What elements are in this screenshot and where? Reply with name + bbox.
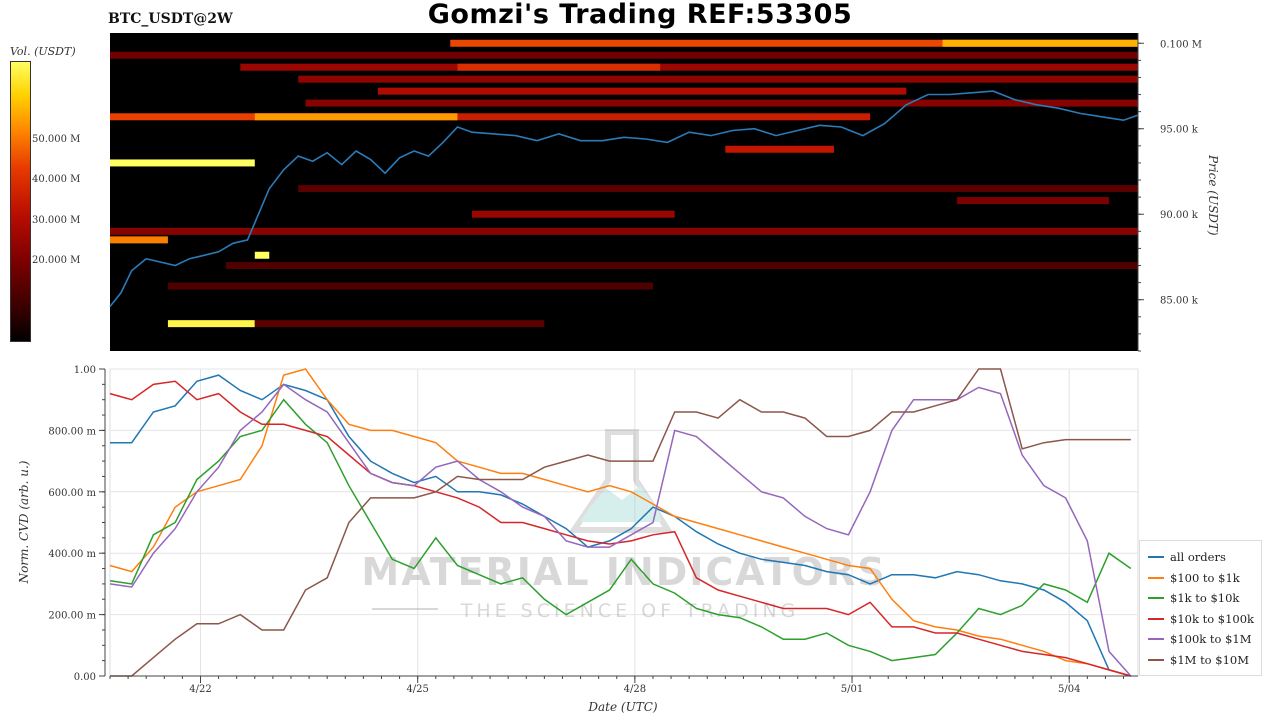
heatmap-band — [305, 99, 1138, 107]
heatmap-band — [450, 39, 1138, 47]
legend-item: $100 to $1k — [1148, 568, 1240, 588]
legend-label: $100k to $1M — [1170, 632, 1252, 646]
heatmap-band — [471, 210, 675, 218]
flask-icon — [568, 429, 674, 533]
legend-label: all orders — [1170, 550, 1226, 564]
legend-item: $100k to $1M — [1148, 629, 1252, 649]
cvd-series-line — [110, 374, 1132, 677]
cvd-y-tick-label: 600.00 m — [48, 488, 96, 499]
cvd-x-tick-label: 5/01 — [841, 684, 863, 695]
legend-swatch — [1148, 576, 1164, 579]
heatmap-band — [457, 113, 871, 121]
heatmap-band — [254, 251, 270, 259]
legend-swatch — [1148, 617, 1164, 620]
heatmap-band — [167, 320, 255, 328]
cvd-x-tick-label: 5/04 — [1058, 684, 1080, 695]
heatmap-band — [110, 51, 1138, 59]
cvd-y-axis-title: Norm. CVD (arb. u.) — [17, 460, 31, 584]
heatmap-band — [377, 87, 907, 95]
cvd-x-tick-label: 4/22 — [189, 684, 211, 695]
heatmap-band — [298, 185, 1138, 193]
legend-label: $10k to $100k — [1170, 611, 1255, 626]
cvd-y-tick-label: 800.00 m — [48, 426, 96, 437]
heatmap-band — [240, 63, 1138, 71]
colorbar-tick-label: 40.000 M — [32, 174, 81, 186]
legend-swatch — [1148, 658, 1164, 661]
price-axis-title: Price (USDT) — [1206, 154, 1220, 236]
legend-swatch — [1148, 556, 1164, 558]
heatmap-bands — [110, 39, 1138, 328]
cvd-plot-area — [109, 368, 1139, 677]
cvd-series-line — [109, 383, 1132, 677]
legend-item: all orders — [1148, 547, 1226, 567]
cvd-y-axis: 0.00 200.00 m 400.00 m 600.00 m 800.00 m 1.00 — [48, 365, 106, 683]
cvd-y-tick-label: 0.00 — [74, 672, 96, 683]
cvd-y-tick-label: 400.00 m — [48, 549, 96, 560]
cvd-legend: all orders $100 to $1k $1k to $10k $10k to … — [1139, 540, 1262, 676]
heatmap-band — [110, 227, 1138, 235]
cvd-grid — [110, 368, 1138, 677]
heatmap-band — [254, 320, 545, 328]
cvd-x-axis: 4/22 4/25 4/28 5/01 5/04 — [109, 675, 1138, 695]
heatmap-band — [457, 63, 661, 71]
colorbar-tick-label: 20.000 M — [32, 254, 81, 266]
watermark-brand: MATERIAL INDICATORS — [361, 550, 886, 594]
price-line-layer — [109, 90, 1139, 308]
heatmap-band — [725, 145, 834, 153]
heatmap-band — [167, 282, 653, 290]
cvd-series-line — [109, 398, 1132, 662]
heatmap-band — [225, 262, 1138, 270]
heatmap-band — [942, 39, 1138, 47]
heatmap-band — [110, 159, 255, 167]
symbol-label: BTC_USDT@2W — [108, 11, 233, 27]
colorbar-title: Vol. (USDT) — [10, 45, 76, 58]
colorbar — [10, 61, 31, 342]
legend-item: $1M to $10M — [1148, 650, 1249, 670]
heatmap-band — [298, 75, 1138, 83]
heatmap-chart: 85.00 k 90.00 k 95.00 k 0.100 M Price (USDT… — [109, 33, 1220, 352]
legend-label: $1k to $10k — [1170, 591, 1240, 605]
legend-label: $1M to $10M — [1170, 652, 1249, 667]
chart-title: Gomzi's Trading REF:53305 — [427, 0, 853, 30]
cvd-y-tick-label: 200.00 m — [48, 611, 96, 622]
legend-swatch — [1148, 597, 1164, 599]
watermark: MATERIAL INDICATORS THE SCIENCE OF TRADI… — [361, 429, 886, 622]
heatmap-band — [110, 236, 168, 244]
cvd-series-line — [109, 368, 1132, 677]
price-tick-label: 90.00 k — [1160, 210, 1199, 221]
cvd-x-axis-title: Date (UTC) — [587, 700, 657, 714]
price-tick-label: 85.00 k — [1160, 296, 1199, 307]
legend-swatch — [1148, 638, 1164, 640]
watermark-tagline: THE SCIENCE OF TRADING — [460, 600, 800, 622]
legend-item: $10k to $100k — [1148, 609, 1254, 629]
cvd-lines — [109, 368, 1132, 677]
heatmap-band — [254, 113, 458, 121]
cvd-x-tick-label: 4/25 — [406, 684, 428, 695]
cvd-series-line — [109, 380, 1132, 677]
heatmap-band — [957, 197, 1110, 205]
cvd-x-tick-label: 4/28 — [624, 684, 646, 695]
price-line — [109, 90, 1139, 308]
colorbar-tick-label: 30.000 M — [32, 214, 81, 226]
price-tick-label: 95.00 k — [1160, 125, 1199, 136]
colorbar-tick-label: 50.000 M — [32, 134, 81, 146]
price-axis: 85.00 k 90.00 k 95.00 k 0.100 M — [1137, 33, 1202, 352]
legend-label: $100 to $1k — [1170, 570, 1240, 585]
cvd-y-tick-label: 1.00 — [74, 365, 96, 376]
flask-liquid-icon — [580, 486, 662, 522]
cvd-series-line — [110, 368, 1131, 677]
legend-item: $1k to $10k — [1148, 588, 1239, 608]
price-tick-label: 0.100 M — [1160, 39, 1202, 50]
